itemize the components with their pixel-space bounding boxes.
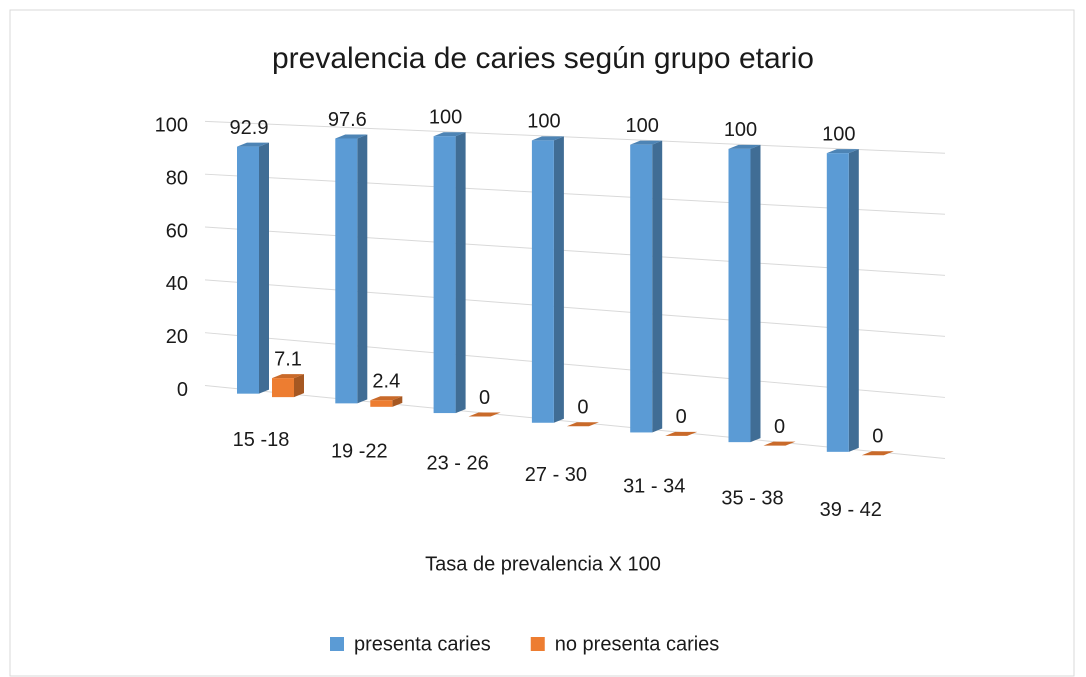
bar [370, 396, 403, 407]
x-tick-label: 35 - 38 [721, 487, 783, 509]
bar-top [728, 144, 761, 149]
data-label: 2.4 [372, 371, 400, 393]
data-label: 0 [577, 396, 588, 418]
grid-line [204, 120, 946, 154]
bar-top [566, 422, 599, 427]
data-label: 0 [479, 387, 490, 409]
x-tick-label: 15 -18 [233, 429, 290, 451]
bar-top [335, 134, 368, 139]
bar-front [826, 153, 849, 452]
bar-front [370, 400, 393, 407]
bar [826, 149, 859, 452]
data-label: 100 [527, 111, 560, 133]
bar-front [433, 136, 456, 414]
data-label: 7.1 [274, 348, 302, 370]
y-tick-label: 60 [166, 220, 188, 242]
bar-front [728, 148, 751, 443]
bar-front [531, 140, 554, 423]
legend-swatch [330, 637, 344, 651]
bar-top [665, 431, 698, 436]
bar-front [630, 144, 653, 433]
bar-top [763, 441, 796, 446]
bar-front [237, 146, 259, 394]
bar [665, 431, 698, 436]
bar-top [630, 140, 663, 145]
bar [272, 374, 304, 398]
bar-side [392, 396, 403, 407]
bar [728, 144, 761, 443]
data-label: 0 [676, 406, 687, 428]
legend-swatch [530, 637, 545, 651]
grid-line [204, 279, 946, 337]
bar [566, 422, 599, 427]
bar-front [272, 378, 294, 398]
bar [468, 412, 501, 417]
bar-side [652, 140, 663, 433]
bar-top [468, 412, 501, 417]
legend-label: presenta caries [354, 633, 491, 655]
x-tick-label: 19 -22 [331, 441, 388, 463]
bar-top [370, 396, 403, 401]
legend-label: no presenta caries [555, 633, 720, 655]
bar-side [259, 142, 269, 394]
bar-top [433, 132, 466, 137]
bar [861, 451, 894, 456]
bar-top [826, 149, 859, 154]
data-label: 92.9 [230, 117, 269, 139]
bar [531, 136, 564, 423]
data-label: 97.6 [328, 109, 367, 131]
x-axis-label: Tasa de prevalencia X 100 [425, 553, 661, 575]
bar [433, 132, 466, 414]
legend: presenta caries no presenta caries [330, 633, 719, 655]
y-tick-label: 0 [177, 379, 188, 401]
y-tick-label: 100 [155, 115, 188, 137]
data-label: 100 [724, 119, 757, 141]
bar-side [357, 134, 368, 404]
data-label: 100 [626, 115, 659, 137]
bar-side [553, 136, 564, 423]
bar [237, 142, 269, 394]
bar-top [272, 374, 304, 379]
bar-side [848, 149, 859, 452]
bar-top [861, 451, 894, 456]
bar-side [294, 374, 304, 398]
grid-line [204, 332, 946, 398]
data-label: 100 [429, 106, 462, 128]
x-tick-label: 39 - 42 [820, 499, 882, 521]
grid-line [204, 385, 946, 459]
data-label: 0 [872, 426, 883, 448]
y-tick-label: 40 [166, 273, 188, 295]
bar-top [531, 136, 564, 141]
grid-line [204, 173, 946, 215]
x-tick-label: 31 - 34 [623, 476, 685, 498]
chart-title: prevalencia de caries según grupo etario [272, 42, 814, 75]
x-tick-label: 27 - 30 [525, 464, 587, 486]
y-tick-label: 80 [166, 167, 188, 189]
data-label: 100 [822, 123, 855, 145]
bar [335, 134, 368, 404]
bar-front [335, 138, 358, 404]
bar-side [455, 132, 466, 414]
y-tick-label: 20 [166, 326, 188, 348]
bar-side [750, 144, 761, 443]
bar [630, 140, 663, 433]
x-tick-label: 23 - 26 [426, 452, 488, 474]
bar [763, 441, 796, 446]
data-label: 0 [774, 416, 785, 438]
bar-top [237, 142, 269, 147]
grid-line [204, 226, 946, 276]
